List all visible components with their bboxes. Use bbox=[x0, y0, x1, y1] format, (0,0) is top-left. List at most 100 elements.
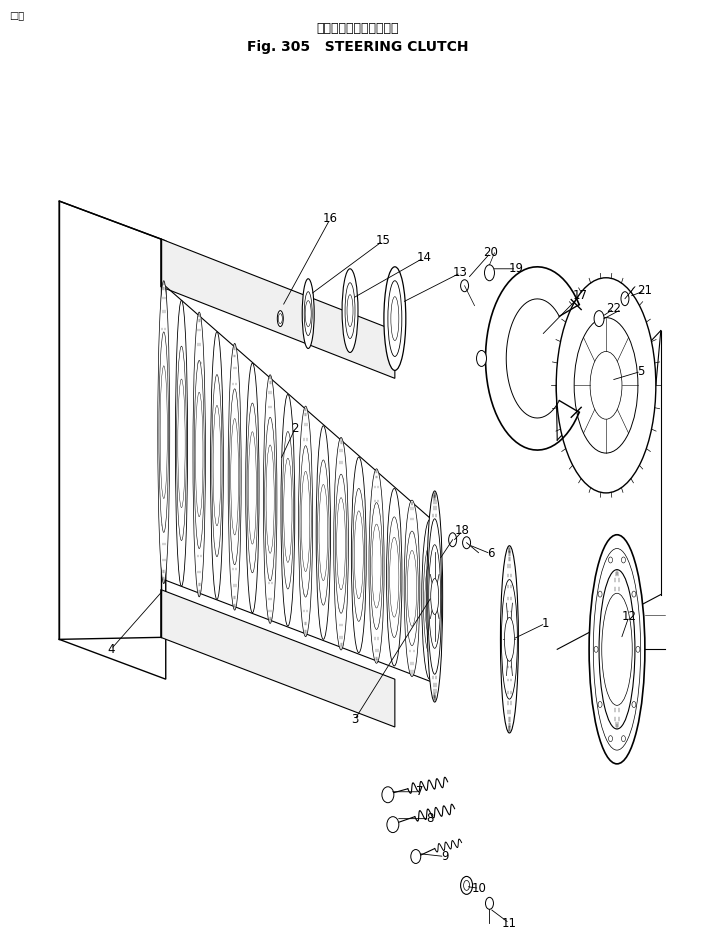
Text: 20: 20 bbox=[483, 246, 498, 259]
Text: 6: 6 bbox=[487, 547, 494, 560]
Ellipse shape bbox=[316, 426, 331, 639]
Ellipse shape bbox=[431, 579, 439, 615]
Ellipse shape bbox=[574, 318, 638, 453]
Text: 19: 19 bbox=[509, 262, 524, 275]
Ellipse shape bbox=[500, 546, 518, 733]
Ellipse shape bbox=[177, 346, 186, 540]
Ellipse shape bbox=[594, 646, 598, 653]
Text: 22: 22 bbox=[606, 302, 621, 315]
Ellipse shape bbox=[589, 535, 645, 764]
Ellipse shape bbox=[263, 374, 277, 623]
Ellipse shape bbox=[388, 517, 400, 637]
Ellipse shape bbox=[449, 533, 457, 547]
Ellipse shape bbox=[429, 545, 440, 648]
Text: 15: 15 bbox=[375, 235, 390, 247]
Ellipse shape bbox=[247, 403, 258, 572]
Text: 16: 16 bbox=[323, 212, 338, 225]
Ellipse shape bbox=[609, 736, 612, 741]
Polygon shape bbox=[161, 239, 395, 378]
Text: 8: 8 bbox=[426, 812, 433, 825]
Ellipse shape bbox=[391, 297, 399, 340]
Ellipse shape bbox=[598, 702, 602, 707]
Polygon shape bbox=[59, 201, 165, 679]
Text: ステアリング　クラッチ: ステアリング クラッチ bbox=[316, 22, 400, 35]
Ellipse shape bbox=[460, 876, 473, 894]
Text: □一: □一 bbox=[9, 9, 24, 20]
Ellipse shape bbox=[427, 519, 442, 674]
Ellipse shape bbox=[194, 360, 204, 549]
Ellipse shape bbox=[485, 265, 495, 281]
Ellipse shape bbox=[345, 283, 355, 339]
Ellipse shape bbox=[387, 817, 399, 833]
Ellipse shape bbox=[387, 488, 402, 666]
Text: 2: 2 bbox=[291, 422, 299, 435]
Ellipse shape bbox=[282, 432, 294, 589]
Ellipse shape bbox=[299, 406, 313, 637]
Text: 18: 18 bbox=[455, 524, 470, 538]
Ellipse shape bbox=[463, 537, 470, 549]
Ellipse shape bbox=[621, 557, 626, 563]
Ellipse shape bbox=[382, 786, 394, 802]
Text: 3: 3 bbox=[352, 713, 359, 725]
Ellipse shape bbox=[342, 269, 358, 353]
Ellipse shape bbox=[193, 312, 205, 597]
Ellipse shape bbox=[334, 438, 349, 650]
Ellipse shape bbox=[594, 310, 604, 326]
Ellipse shape bbox=[246, 363, 259, 613]
Ellipse shape bbox=[621, 291, 629, 306]
Ellipse shape bbox=[505, 618, 514, 661]
Ellipse shape bbox=[384, 267, 406, 371]
Text: 14: 14 bbox=[416, 252, 431, 264]
Text: Fig. 305   STEERING CLUTCH: Fig. 305 STEERING CLUTCH bbox=[247, 40, 469, 54]
Ellipse shape bbox=[427, 491, 442, 703]
Ellipse shape bbox=[422, 520, 437, 679]
Ellipse shape bbox=[370, 503, 382, 629]
Ellipse shape bbox=[175, 301, 188, 587]
Text: 10: 10 bbox=[472, 882, 487, 895]
Ellipse shape bbox=[265, 417, 276, 581]
Ellipse shape bbox=[404, 500, 420, 676]
Text: 12: 12 bbox=[621, 610, 637, 623]
Text: 13: 13 bbox=[453, 266, 468, 279]
Ellipse shape bbox=[347, 295, 353, 326]
Ellipse shape bbox=[302, 279, 314, 349]
Text: 7: 7 bbox=[416, 786, 423, 799]
Ellipse shape bbox=[335, 474, 347, 613]
Ellipse shape bbox=[304, 291, 312, 336]
Ellipse shape bbox=[599, 570, 635, 729]
Ellipse shape bbox=[460, 280, 468, 291]
Ellipse shape bbox=[590, 352, 622, 420]
Ellipse shape bbox=[352, 457, 367, 653]
Ellipse shape bbox=[411, 850, 421, 864]
Ellipse shape bbox=[556, 278, 656, 493]
Ellipse shape bbox=[318, 460, 329, 605]
Ellipse shape bbox=[632, 702, 636, 707]
Text: 11: 11 bbox=[502, 917, 517, 930]
Ellipse shape bbox=[212, 374, 222, 556]
Ellipse shape bbox=[423, 545, 436, 653]
Ellipse shape bbox=[636, 646, 640, 653]
Ellipse shape bbox=[388, 281, 402, 356]
Ellipse shape bbox=[406, 531, 418, 646]
Ellipse shape bbox=[159, 332, 168, 533]
Ellipse shape bbox=[229, 389, 240, 565]
Text: 5: 5 bbox=[637, 365, 644, 378]
Text: 17: 17 bbox=[573, 290, 588, 302]
Polygon shape bbox=[161, 589, 395, 727]
Ellipse shape bbox=[211, 332, 223, 600]
Ellipse shape bbox=[485, 898, 493, 909]
Ellipse shape bbox=[158, 281, 170, 584]
Ellipse shape bbox=[621, 736, 626, 741]
Ellipse shape bbox=[228, 343, 241, 610]
Ellipse shape bbox=[369, 469, 384, 663]
Ellipse shape bbox=[594, 549, 641, 750]
Ellipse shape bbox=[281, 394, 295, 626]
Ellipse shape bbox=[477, 351, 486, 367]
Ellipse shape bbox=[305, 301, 311, 326]
Ellipse shape bbox=[601, 593, 632, 705]
Ellipse shape bbox=[598, 591, 602, 597]
Text: 4: 4 bbox=[107, 643, 115, 655]
Ellipse shape bbox=[609, 557, 612, 563]
Text: 1: 1 bbox=[541, 617, 549, 630]
Ellipse shape bbox=[300, 446, 311, 597]
